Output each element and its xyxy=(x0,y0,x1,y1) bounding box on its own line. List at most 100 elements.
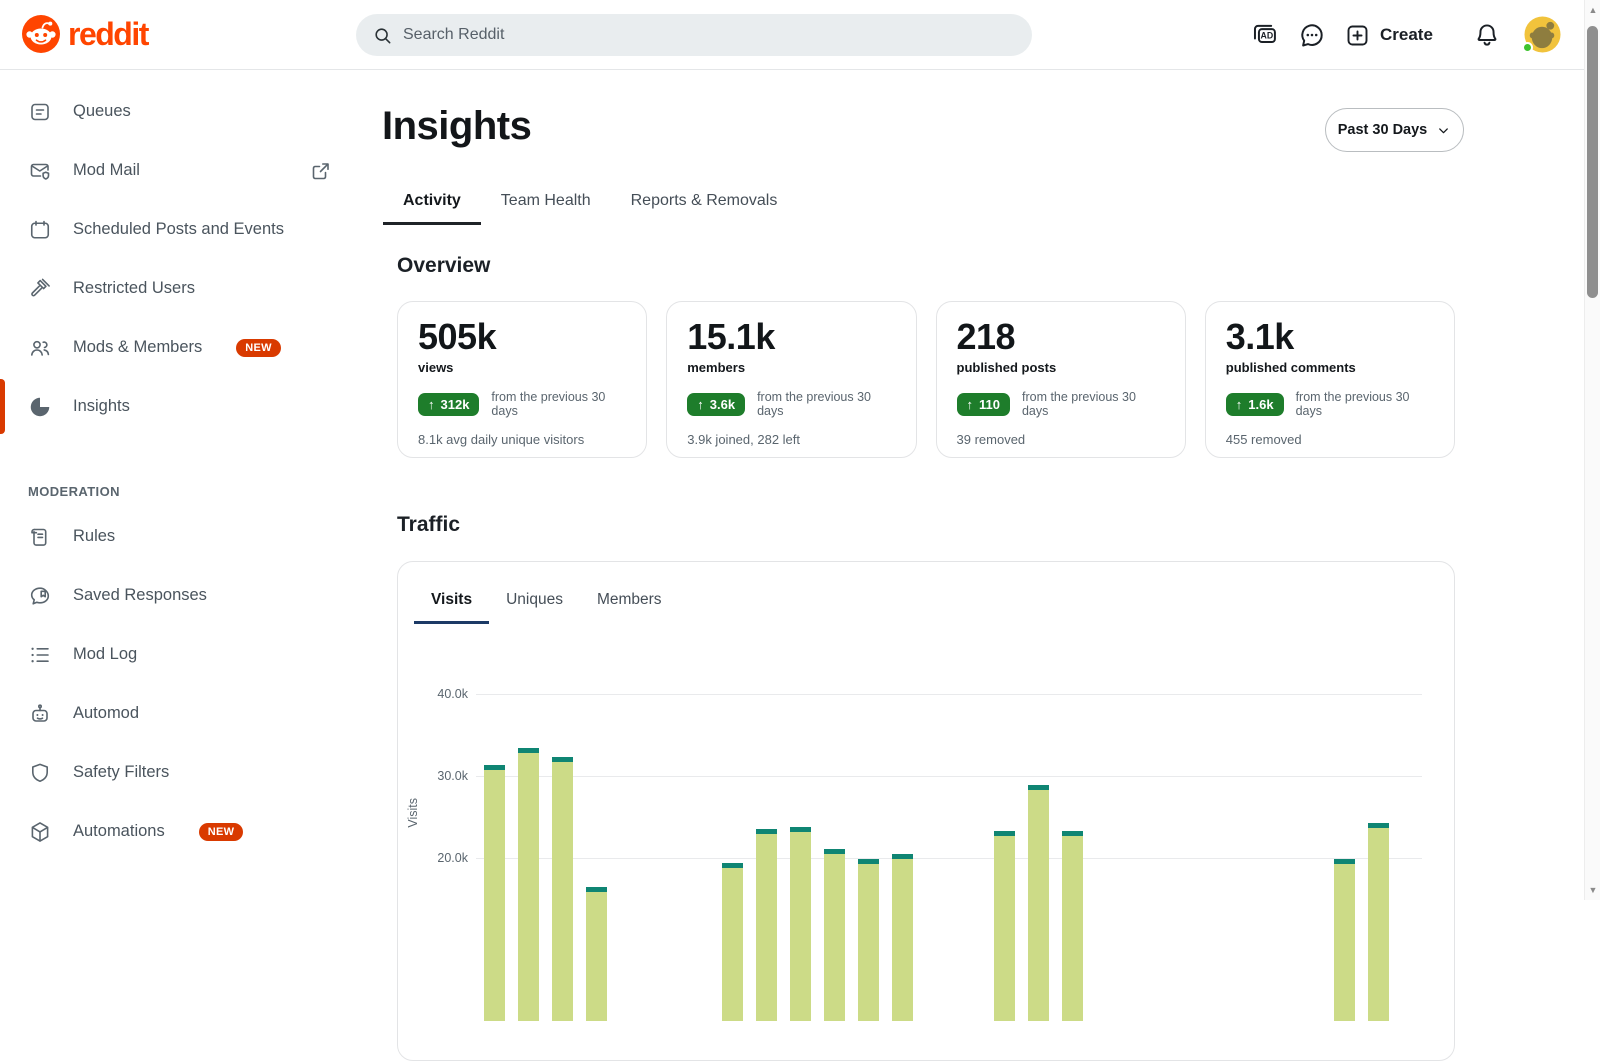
sidebar-item-restricted-users[interactable]: Restricted Users xyxy=(0,259,362,318)
delta-value: 3.6k xyxy=(710,397,735,412)
sidebar-item-saved-responses[interactable]: Saved Responses xyxy=(0,566,362,625)
sidebar-item-automod[interactable]: Automod xyxy=(0,684,362,743)
sidebar-item-insights[interactable]: Insights xyxy=(0,377,362,436)
modmail-icon xyxy=(28,159,52,183)
arrow-up-icon: ↑ xyxy=(697,397,704,412)
create-button[interactable]: Create xyxy=(1344,17,1433,53)
stat-footer: 455 removed xyxy=(1226,432,1434,447)
sidebar-item-safety-filters[interactable]: Safety Filters xyxy=(0,743,362,802)
date-range-dropdown[interactable]: Past 30 Days xyxy=(1325,108,1464,152)
delta-suffix: from the previous 30 days xyxy=(491,390,626,418)
tab-uniques[interactable]: Uniques xyxy=(489,582,580,624)
tab-activity[interactable]: Activity xyxy=(383,183,481,225)
gavel-icon xyxy=(28,277,52,301)
queues-icon xyxy=(28,100,52,124)
arrow-up-icon: ↑ xyxy=(428,397,435,412)
user-avatar[interactable] xyxy=(1524,16,1561,53)
vertical-scrollbar[interactable]: ▲ ▼ xyxy=(1584,0,1600,900)
traffic-heading: Traffic xyxy=(397,513,1455,537)
chart-bar-day-8 xyxy=(756,829,777,1021)
stat-value: 218 xyxy=(957,315,1165,359)
chart-bar-cap xyxy=(1334,859,1355,864)
date-range-value: Past 30 Days xyxy=(1338,122,1427,138)
search-input[interactable] xyxy=(403,26,1016,44)
stat-label: members xyxy=(687,360,895,375)
search-bar[interactable] xyxy=(356,14,1032,56)
chat-icon[interactable] xyxy=(1297,20,1327,50)
create-plus-icon xyxy=(1344,22,1371,49)
sidebar-item-rules[interactable]: Rules xyxy=(0,507,362,566)
stat-delta-row: ↑ 3.6k from the previous 30 days xyxy=(687,390,895,418)
delta-value: 110 xyxy=(979,397,1000,412)
sidebar-item-label: Insights xyxy=(73,397,130,416)
sidebar-item-label: Queues xyxy=(73,102,131,121)
tab-reports-removals[interactable]: Reports & Removals xyxy=(611,183,798,225)
chart-bar-day-3 xyxy=(586,887,607,1021)
chart-bar-cap xyxy=(1062,831,1083,836)
saved-icon xyxy=(28,584,52,608)
stat-value: 3.1k xyxy=(1226,315,1434,359)
arrow-up-icon: ↑ xyxy=(1236,397,1243,412)
search-icon xyxy=(372,25,393,46)
scroll-up-arrow[interactable]: ▲ xyxy=(1585,2,1600,18)
chart-bar-cap xyxy=(484,765,505,770)
chart-bar-day-25 xyxy=(1334,859,1355,1021)
stat-delta-row: ↑ 312k from the previous 30 days xyxy=(418,390,626,418)
svg-text:AD: AD xyxy=(1261,31,1274,41)
delta-value: 1.6k xyxy=(1248,397,1273,412)
stat-value: 505k xyxy=(418,315,626,359)
tab-visits[interactable]: Visits xyxy=(414,582,489,624)
chart-bar-cap xyxy=(824,849,845,854)
sidebar-item-scheduled-posts-and-events[interactable]: Scheduled Posts and Events xyxy=(0,200,362,259)
arrow-up-icon: ↑ xyxy=(967,397,974,412)
chart-bar-day-7 xyxy=(722,863,743,1021)
chart-bar-day-0 xyxy=(484,765,505,1021)
chart-bar-cap xyxy=(552,757,573,762)
bell-icon[interactable] xyxy=(1472,20,1502,50)
stat-delta-row: ↑ 1.6k from the previous 30 days xyxy=(1226,390,1434,418)
chart-y-tick: 30.0k xyxy=(398,769,468,783)
delta-badge: ↑ 312k xyxy=(418,393,479,416)
scroll-down-arrow[interactable]: ▼ xyxy=(1585,882,1600,898)
chart-bar-cap xyxy=(858,859,879,864)
sidebar-item-queues[interactable]: Queues xyxy=(0,82,362,141)
delta-badge: ↑ 110 xyxy=(957,393,1010,416)
chart-bar-cap xyxy=(518,748,539,753)
advertise-icon[interactable]: AD xyxy=(1250,20,1280,50)
delta-suffix: from the previous 30 days xyxy=(757,390,895,418)
chart-bar-cap xyxy=(892,854,913,859)
automations-icon xyxy=(28,820,52,844)
sidebar-item-label: Mods & Members xyxy=(73,338,202,357)
rules-icon xyxy=(28,525,52,549)
scrollbar-thumb[interactable] xyxy=(1587,26,1598,298)
chart-bar-day-10 xyxy=(824,849,845,1021)
shield-icon xyxy=(28,761,52,785)
sidebar-item-mod-log[interactable]: Mod Log xyxy=(0,625,362,684)
chart-y-axis-label: Visits xyxy=(406,798,420,828)
chart-bar-cap xyxy=(1368,823,1389,828)
insights-icon xyxy=(28,395,52,419)
sidebar-item-label: Rules xyxy=(73,527,115,546)
stat-footer: 39 removed xyxy=(957,432,1165,447)
top-header: reddit AD Create xyxy=(0,0,1584,70)
reddit-logo[interactable]: reddit xyxy=(22,15,148,53)
chart-bar-cap xyxy=(1028,785,1049,790)
sidebar-item-mod-mail[interactable]: Mod Mail xyxy=(0,141,362,200)
tab-team-health[interactable]: Team Health xyxy=(481,183,611,225)
chart-gridline xyxy=(476,776,1422,777)
chart-bar-day-9 xyxy=(790,827,811,1021)
stat-footer: 3.9k joined, 282 left xyxy=(687,432,895,447)
delta-suffix: from the previous 30 days xyxy=(1296,390,1434,418)
delta-value: 312k xyxy=(441,397,470,412)
chart-bar-day-2 xyxy=(552,757,573,1021)
tab-members[interactable]: Members xyxy=(580,582,679,624)
chevron-down-icon xyxy=(1436,123,1451,138)
new-badge: NEW xyxy=(199,823,244,841)
selected-indicator xyxy=(0,379,5,434)
